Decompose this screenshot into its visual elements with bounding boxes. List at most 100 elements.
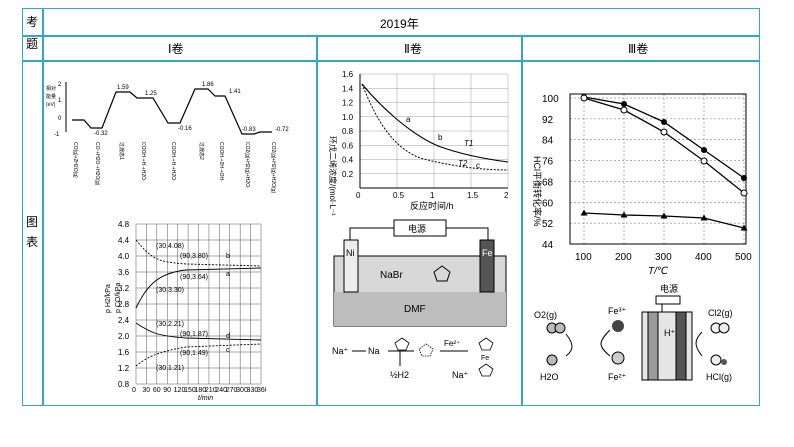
energy-value-8: -0.72 [275, 127, 289, 133]
series-open-point [660, 128, 668, 136]
svg-text:0: 0 [58, 116, 62, 122]
ytick-label: 1.4 [342, 84, 354, 93]
pressure-ylabel1: p H2/kPa [105, 284, 112, 313]
xtick-label: 0 [132, 387, 136, 394]
header-kao: 考 [25, 15, 38, 29]
series-triangle-point [740, 224, 748, 231]
series-filled-point [701, 147, 707, 153]
point-label-8: (30,1.21) [156, 365, 184, 372]
energy-value-4: -0.16 [178, 126, 192, 132]
concentration-xlabel: 反应时间/h [410, 200, 454, 211]
ytick-label: 100 [542, 94, 559, 105]
ytick-label: 3.6 [118, 268, 130, 277]
svg-text:H2O: H2O [540, 372, 559, 382]
series-triangle-point [660, 212, 668, 219]
xtick-label: 270 [226, 387, 238, 394]
ytick-label: 3.2 [118, 284, 130, 293]
ytick-label: 0.2 [342, 170, 354, 179]
divider-subheader [42, 35, 760, 37]
svg-text:Cl2(g): Cl2(g) [708, 308, 733, 318]
cell-fe-label: Fe [482, 248, 493, 258]
series-triangle-point [580, 209, 588, 216]
ytick-label: 1.6 [118, 348, 130, 357]
series-open-point [620, 106, 628, 114]
cell-ni-label: Ni [346, 248, 355, 258]
energy-value-5: 1.86 [202, 82, 214, 88]
series-filled-point [741, 175, 747, 181]
point-label-3: (90,3.64) [180, 274, 208, 281]
concentration-chart: 1.6 1.4 1.2 1.0 0.8 0.6 0.4 0.2 0 0.5 1 1.5 2 环戊二烯浓… [328, 70, 509, 216]
energy-ylabel: 相对 [46, 85, 56, 92]
ytick-label: 0.4 [342, 156, 354, 165]
series-open-point [740, 189, 748, 197]
energy-value-1: -0.32 [94, 131, 108, 137]
xtick-label: 1.5 [467, 191, 479, 200]
point-label-6: (90,1.87) [180, 331, 208, 338]
svg-text:过渡态2: 过渡态2 [198, 142, 205, 160]
energy-value-2: 1.59 [117, 85, 129, 91]
svg-text:1: 1 [58, 98, 62, 104]
xtick-label: 60 [153, 387, 161, 394]
body-biao: 表 [25, 235, 38, 249]
point-label-5: (30,2.21) [156, 321, 184, 328]
svg-text:Fe³⁺: Fe³⁺ [608, 306, 627, 316]
xtick-label: 1 [430, 191, 435, 200]
energy-value-7: -0.83 [242, 127, 256, 133]
xtick-label: 360 [257, 387, 266, 394]
pressure-xlabel: t/min [198, 395, 213, 402]
xtick-label: 400 [695, 252, 712, 263]
header-ti: 题 [25, 37, 38, 51]
conversion-chart: 100 92 84 76 68 60 52 44 100 200 300 400 500 HCl平衡转… [532, 93, 752, 277]
ytick-label: 92 [542, 115, 554, 126]
svg-text:c: c [226, 347, 230, 354]
svg-text:Fe: Fe [481, 355, 489, 362]
xtick-label: 500 [735, 252, 752, 263]
ytick-label: 2.4 [118, 316, 130, 325]
svg-text:CO2(g)+H2(g)+H2O·: CO2(g)+H2(g)+H2O· [244, 142, 250, 189]
divider-col0 [42, 8, 44, 406]
xtick-label: 330 [247, 387, 259, 394]
ytick-label: 76 [542, 157, 554, 168]
xtick-label: 300 [236, 387, 248, 394]
xtick-label: 0.5 [393, 191, 405, 200]
energy-value-3: 1.25 [145, 91, 157, 97]
ytick-label: 1.2 [342, 99, 354, 108]
point-label-1: (30,4.08) [156, 243, 184, 250]
electrolytic-cell: 电源 Ni Fe NaBr DMF [333, 219, 507, 327]
svg-text:Na⁺: Na⁺ [332, 346, 349, 356]
svg-text:½H2: ½H2 [390, 370, 409, 380]
xtick-label: 100 [575, 252, 592, 263]
divider-col2 [521, 35, 523, 406]
divider-col1 [316, 35, 318, 406]
xtick-label: 2 [504, 191, 509, 200]
header-vol2: Ⅱ卷 [404, 42, 422, 56]
svg-text:T1: T1 [464, 139, 473, 148]
pressure-ylabel2: p CO/kPa [115, 283, 122, 313]
energy-diagram: 相对 能量 (eV) 2 1 0 -1 -0.32 1.59 1.25 -0.1… [46, 82, 289, 193]
series-filled-point [661, 119, 667, 125]
cell-nabr-label: NaBr [380, 270, 403, 281]
svg-text:c: c [476, 161, 480, 170]
ytick-label: 4.8 [118, 220, 130, 229]
series-filled-point [621, 101, 627, 107]
svg-text:a: a [406, 115, 411, 124]
header-vol3: Ⅲ卷 [628, 42, 649, 56]
xtick-label: 90 [163, 387, 171, 394]
concentration-ylabel: 环戊二烯浓度/(mol·L⁻¹) [328, 136, 338, 216]
xtick-label: 150 [184, 387, 196, 394]
svg-text:(eV): (eV) [46, 102, 56, 108]
ytick-label: 52 [542, 219, 554, 230]
pressure-chart: 4.8 4.4 4.0 3.6 3.2 2.8 2.4 2.0 1.6 1.2 0.8 0 30 60 9… [105, 220, 266, 402]
svg-text:CO·+H2O·+H2O(g): CO·+H2O·+H2O(g) [94, 142, 100, 186]
conversion-ylabel: HCl平衡转化率/% [532, 156, 543, 227]
svg-text:HCl(g): HCl(g) [706, 372, 732, 382]
reaction-scheme: Na⁺ Na ½H2 Fe²⁺ Na⁺ Fe [332, 337, 494, 380]
ytick-label: 2.0 [118, 332, 130, 341]
svg-text:电源: 电源 [660, 283, 678, 294]
svg-text:COOH·+H·+H2O·: COOH·+H·+H2O· [170, 142, 176, 182]
ytick-label: 4.4 [118, 236, 130, 245]
svg-text:COOH·+2H·+OH·: COOH·+2H·+OH· [218, 142, 224, 182]
series-triangle-point [620, 211, 628, 218]
ytick-label: 60 [542, 198, 554, 209]
svg-text:d: d [226, 333, 230, 340]
